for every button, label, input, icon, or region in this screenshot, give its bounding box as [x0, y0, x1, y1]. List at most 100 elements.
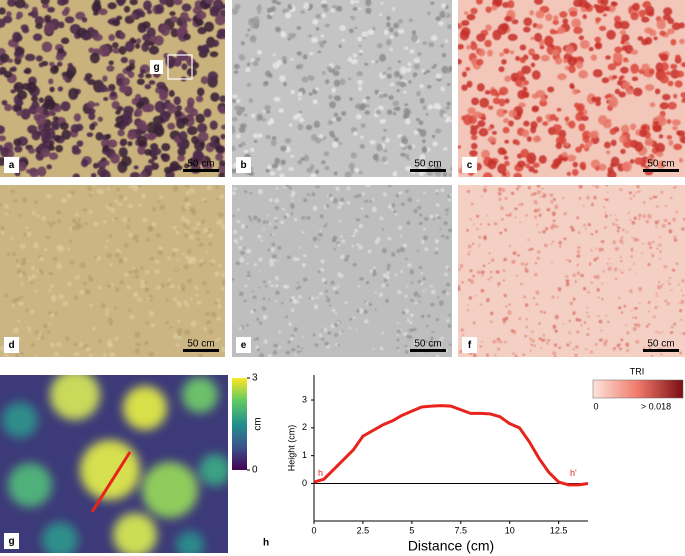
texture-dot — [71, 226, 77, 231]
texture-dot — [278, 345, 282, 349]
texture-dot — [424, 247, 429, 252]
texture-dot — [443, 221, 448, 226]
texture-dot — [380, 1, 384, 5]
texture-dot — [357, 86, 363, 91]
texture-dot — [257, 133, 263, 139]
texture-dot — [355, 114, 362, 120]
texture-dot — [432, 141, 438, 147]
texture-dot — [490, 276, 493, 279]
texture-dot — [536, 250, 541, 254]
texture-dot — [321, 277, 326, 283]
texture-dot — [630, 247, 634, 251]
texture-dot — [404, 294, 408, 298]
texture-dot — [236, 99, 241, 103]
heightmap-bump — [50, 375, 100, 420]
texture-dot — [55, 53, 65, 61]
texture-dot — [561, 151, 568, 158]
texture-dot — [84, 222, 88, 226]
texture-dot — [508, 245, 511, 248]
texture-dot — [418, 221, 423, 225]
texture-dot — [630, 249, 634, 253]
texture-dot — [128, 59, 136, 65]
texture-dot — [291, 190, 296, 196]
texture-dot — [406, 318, 410, 322]
texture-dot — [463, 11, 469, 15]
texture-dot — [549, 113, 557, 121]
texture-dot — [458, 44, 463, 50]
texture-dot — [435, 128, 442, 134]
texture-dot — [249, 34, 257, 43]
texture-dot — [487, 49, 493, 57]
texture-dot — [117, 129, 125, 137]
texture-dot — [476, 83, 485, 92]
texture-dot — [57, 47, 65, 54]
texture-dot — [638, 286, 643, 292]
texture-dot — [436, 192, 439, 195]
texture-dot — [129, 0, 138, 6]
texture-dot — [668, 283, 671, 285]
texture-dot — [75, 123, 84, 132]
texture-dot — [97, 285, 102, 290]
texture-dot — [133, 165, 139, 170]
texture-dot — [408, 80, 412, 84]
texture-dot — [508, 120, 514, 127]
texture-dot — [431, 134, 436, 139]
texture-dot — [507, 33, 518, 41]
texture-dot — [440, 86, 445, 92]
texture-dot — [31, 210, 36, 216]
texture-dot — [638, 9, 646, 18]
texture-dot — [673, 93, 678, 99]
texture-dot — [143, 0, 152, 11]
texture-dot — [349, 15, 353, 19]
texture-dot — [332, 141, 339, 149]
texture-dot — [476, 270, 481, 275]
texture-dot — [173, 0, 183, 6]
texture-dot — [404, 350, 409, 354]
texture-dot — [419, 83, 424, 89]
texture-dot — [649, 197, 653, 201]
texture-dot — [546, 208, 551, 212]
texture-dot — [257, 10, 261, 14]
texture-dot — [374, 240, 380, 245]
texture-dot — [470, 202, 474, 206]
texture-dot — [629, 289, 633, 293]
texture-dot — [352, 131, 358, 136]
texture-dot — [635, 185, 640, 188]
texture-dot — [604, 94, 610, 100]
texture-dot — [645, 219, 649, 224]
texture-dot — [328, 94, 333, 100]
texture-dot — [484, 185, 487, 188]
texture-dot — [614, 88, 621, 95]
texture-dot — [566, 259, 569, 261]
texture-dot — [578, 123, 586, 132]
texture-dot — [681, 98, 685, 103]
texture-dot — [558, 346, 562, 349]
texture-dot — [123, 120, 129, 125]
texture-dot — [133, 292, 139, 297]
texture-dot — [214, 271, 220, 277]
texture-dot — [439, 228, 442, 230]
texture-dot — [440, 3, 447, 9]
texture-dot — [266, 7, 273, 14]
texture-dot — [154, 269, 160, 274]
texture-dot — [205, 290, 210, 294]
texture-dot — [355, 218, 361, 222]
texture — [458, 0, 685, 177]
texture-dot — [521, 129, 530, 138]
texture-dot — [480, 116, 487, 121]
texture-dot — [272, 285, 275, 287]
texture-dot — [279, 75, 286, 82]
texture-dot — [386, 73, 392, 79]
texture-dot — [45, 235, 51, 240]
texture-dot — [38, 62, 44, 68]
texture-dot — [12, 199, 18, 203]
texture-dot — [606, 262, 609, 265]
texture-dot — [297, 63, 304, 70]
heightmap-bump — [113, 513, 157, 553]
texture-dot — [320, 259, 325, 264]
texture-dot — [534, 273, 538, 277]
texture-dot — [274, 206, 280, 210]
texture-dot — [356, 243, 360, 246]
texture-dot — [0, 202, 3, 207]
texture-dot — [610, 139, 617, 146]
